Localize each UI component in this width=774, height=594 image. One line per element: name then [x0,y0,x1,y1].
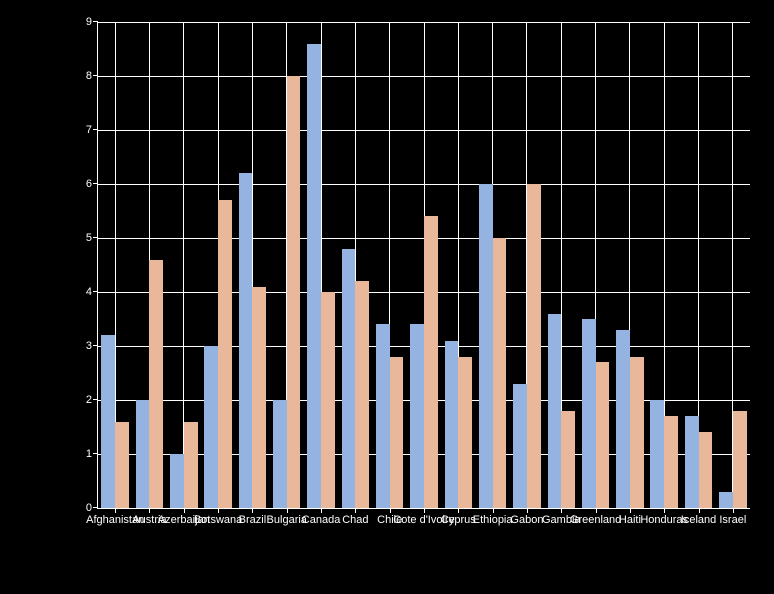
y-tick-label: 0 [86,502,92,514]
bar-series-b [355,281,369,508]
x-tick-label: Iceland [681,514,716,526]
bar-series-a [410,324,424,508]
bar-series-a [307,44,321,508]
bar-series-b [287,76,301,508]
y-tick-label: 2 [86,394,92,406]
bar-series-b [493,238,507,508]
y-tick-label: 1 [86,448,92,460]
x-tick-mark [115,508,116,513]
y-tick-mark [93,237,98,238]
bar-series-a [685,416,699,508]
y-tick-mark [93,345,98,346]
x-tick-mark [596,508,597,513]
chart-axes: 0123456789AfghanistanAustriaAzerbaijanBo… [97,22,750,509]
x-tick-mark [733,508,734,513]
bar-series-b [321,292,335,508]
y-tick-mark [93,129,98,130]
y-tick-label: 6 [86,178,92,190]
y-tick-label: 3 [86,340,92,352]
x-tick-label: Botswana [194,514,242,526]
chart-figure: 0123456789AfghanistanAustriaAzerbaijanBo… [0,0,774,594]
x-tick-label: Gabon [510,514,543,526]
x-tick-mark [184,508,185,513]
x-tick-label: Greenland [570,514,621,526]
x-tick-label: Brazil [239,514,267,526]
y-tick-label: 7 [86,124,92,136]
y-tick-mark [93,453,98,454]
bar-series-a [273,400,287,508]
bar-series-b [115,422,129,508]
x-tick-mark [149,508,150,513]
x-tick-label: Cyprus [441,514,476,526]
x-tick-mark [561,508,562,513]
bar-series-b [390,357,404,508]
bar-series-b [149,260,163,508]
bar-series-a [513,384,527,508]
bar-series-a [719,492,733,508]
bar-series-a [616,330,630,508]
x-tick-mark [493,508,494,513]
y-tick-label: 4 [86,286,92,298]
x-tick-label: Israel [719,514,746,526]
x-tick-mark [424,508,425,513]
y-tick-mark [93,75,98,76]
x-tick-mark [527,508,528,513]
bar-series-a [582,319,596,508]
x-tick-mark [699,508,700,513]
y-tick-mark [93,21,98,22]
x-tick-mark [458,508,459,513]
x-tick-label: Canada [302,514,341,526]
bar-series-a [650,400,664,508]
bar-series-a [136,400,150,508]
bar-series-b [596,362,610,508]
bar-series-b [424,216,438,508]
x-tick-mark [321,508,322,513]
bar-series-a [548,314,562,508]
x-tick-label: Chad [342,514,368,526]
bar-series-a [101,335,115,508]
bar-series-b [252,287,266,508]
y-tick-mark [93,399,98,400]
bar-series-b [733,411,747,508]
bar-series-b [699,432,713,508]
bar-series-a [342,249,356,508]
bar-series-a [445,341,459,508]
bar-series-a [376,324,390,508]
bar-series-b [630,357,644,508]
bar-series-b [561,411,575,508]
x-tick-label: Haiti [619,514,641,526]
y-tick-mark [93,183,98,184]
y-tick-label: 8 [86,70,92,82]
x-tick-mark [664,508,665,513]
y-tick-mark [93,507,98,508]
bar-series-b [664,416,678,508]
x-tick-mark [630,508,631,513]
bar-series-a [204,346,218,508]
x-tick-mark [390,508,391,513]
bar-series-b [184,422,198,508]
bar-series-a [239,173,253,508]
bar-series-a [170,454,184,508]
x-tick-mark [287,508,288,513]
bar-series-b [218,200,232,508]
x-tick-label: Ethiopia [473,514,513,526]
y-tick-label: 5 [86,232,92,244]
x-tick-mark [252,508,253,513]
y-tick-label: 9 [86,16,92,28]
x-tick-mark [355,508,356,513]
bar-series-a [479,184,493,508]
y-tick-mark [93,291,98,292]
bar-series-b [527,184,541,508]
bar-series-b [458,357,472,508]
x-tick-mark [218,508,219,513]
